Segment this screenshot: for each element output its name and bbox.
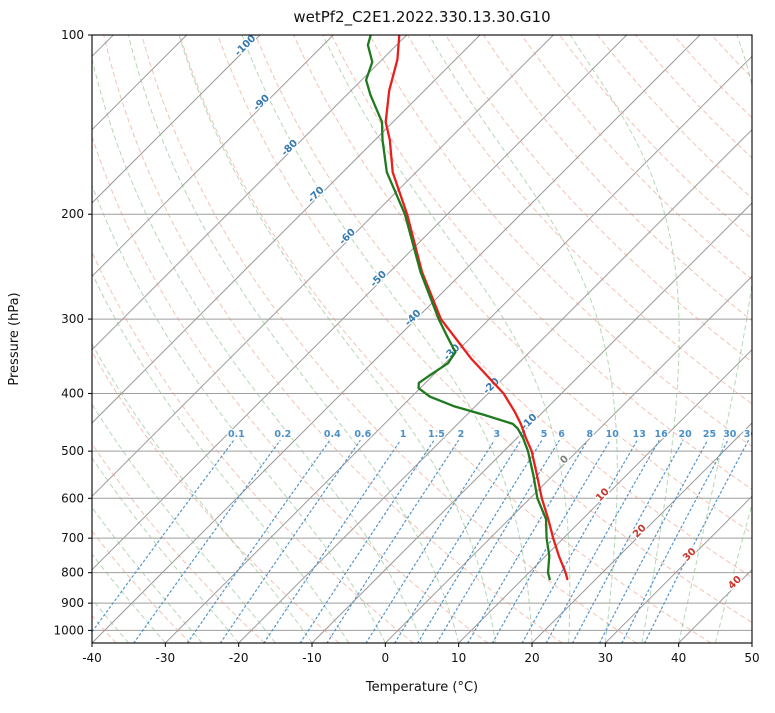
isotherm-label: 30 [681, 546, 699, 564]
isotherm-label: -90 [251, 93, 272, 114]
mixing-ratio-label: 10 [606, 429, 620, 440]
y-tick-label: 900 [61, 596, 84, 610]
mixing-ratio-label: 36 [744, 429, 758, 440]
x-tick-label: -40 [82, 651, 102, 665]
mixing-ratio-label: 2 [458, 429, 465, 440]
x-axis-label: Temperature (°C) [365, 680, 478, 695]
y-tick-label: 100 [61, 28, 84, 42]
isotherm-label: 10 [594, 486, 612, 504]
chart-title: wetPf2_C2E1.2022.330.13.30.G10 [293, 8, 550, 27]
x-tick-label: -30 [156, 651, 176, 665]
temperature-curve [384, 35, 569, 581]
isotherm-label: -70 [306, 185, 327, 206]
dewpoint-curve [364, 35, 551, 581]
isotherm-lines [92, 35, 752, 643]
y-tick-label: 400 [61, 386, 84, 400]
mixing-ratio-label: 16 [655, 429, 669, 440]
mixing-ratio-label: 0.6 [354, 429, 371, 440]
dry-adiabats [92, 35, 752, 643]
y-tick-label: 300 [61, 312, 84, 326]
isotherm-label: -100 [233, 33, 259, 59]
mixing-ratio-label: 0.1 [228, 429, 245, 440]
mixing-ratio-label: 0.2 [274, 429, 291, 440]
axes: -40 -30 -20 -10 0 10 20 30 40 5010020030040050060… [53, 28, 759, 665]
x-tick-label: -10 [302, 651, 322, 665]
isotherm-label: -40 [403, 308, 424, 329]
mixing-ratio-labels: 0.1 0.2 0.4 0.6 1 1.5 2 3 4 5 6 8 10 13 16 20 25 30 36 [227, 428, 758, 442]
mixing-ratio-label: 4 [520, 429, 527, 440]
y-tick-label: 700 [61, 531, 84, 545]
x-tick-label: 0 [382, 651, 390, 665]
mixing-ratio-lines [92, 440, 749, 643]
mixing-ratio-label: 0.4 [324, 429, 341, 440]
mixing-ratio-label: 3 [493, 429, 500, 440]
moist-adiabats [92, 35, 752, 643]
y-tick-label: 600 [61, 491, 84, 505]
mixing-ratio-label: 8 [586, 429, 593, 440]
mixing-ratio-label: 1 [400, 429, 407, 440]
mixing-ratio-label: 6 [558, 429, 565, 440]
x-tick-label: 40 [671, 651, 686, 665]
mixing-ratio-label: 13 [633, 429, 646, 440]
x-tick-label: 20 [524, 651, 539, 665]
x-tick-label: 10 [451, 651, 466, 665]
mixing-ratio-label: 5 [541, 429, 548, 440]
y-axis-label: Pressure (hPa) [7, 292, 22, 385]
mixing-ratio-label: 1.5 [428, 429, 445, 440]
y-tick-label: 500 [61, 444, 84, 458]
x-tick-label: 50 [744, 651, 759, 665]
mixing-ratio-label: 30 [723, 429, 737, 440]
mixing-ratio-label: 20 [679, 429, 693, 440]
isotherm-label: -80 [280, 138, 301, 159]
y-tick-label: 800 [61, 566, 84, 580]
plot-area: 0.1 0.2 0.4 0.6 1 1.5 2 3 4 5 6 8 10 13 16 20 25 30 36 -100… [92, 33, 758, 643]
isotherm-label: 40 [726, 574, 744, 592]
y-tick-label: 1000 [53, 623, 84, 637]
isotherm-label: -60 [337, 227, 358, 248]
plot-border [91, 34, 753, 644]
x-tick-label: -20 [229, 651, 249, 665]
x-tick-label: 30 [598, 651, 613, 665]
mixing-ratio-label: 25 [703, 429, 716, 440]
chart-layers: 0.1 0.2 0.4 0.6 1 1.5 2 3 4 5 6 8 10 13 16 20 25 30 36-100… [53, 28, 759, 665]
pressure-gridlines [92, 35, 752, 631]
y-tick-label: 200 [61, 207, 84, 221]
